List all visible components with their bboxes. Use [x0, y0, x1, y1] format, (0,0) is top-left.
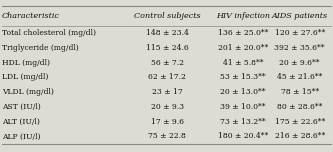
Text: 201 ± 20.0**: 201 ± 20.0**	[218, 44, 268, 52]
Text: HDL (mg/dl): HDL (mg/dl)	[2, 59, 50, 67]
Text: 136 ± 25.0**: 136 ± 25.0**	[218, 29, 268, 37]
Text: 45 ± 21.6**: 45 ± 21.6**	[277, 73, 322, 81]
Text: 120 ± 27.6**: 120 ± 27.6**	[275, 29, 325, 37]
Text: 115 ± 24.6: 115 ± 24.6	[146, 44, 189, 52]
Text: 41 ± 5.8**: 41 ± 5.8**	[223, 59, 263, 67]
Text: 53 ± 15.3**: 53 ± 15.3**	[220, 73, 266, 81]
Text: 73 ± 13.2**: 73 ± 13.2**	[220, 118, 266, 126]
Text: 392 ± 35.6**: 392 ± 35.6**	[274, 44, 325, 52]
Text: 78 ± 15**: 78 ± 15**	[281, 88, 319, 96]
Text: 80 ± 28.6**: 80 ± 28.6**	[277, 103, 322, 111]
Text: ALT (IU/l): ALT (IU/l)	[2, 118, 40, 126]
Text: 39 ± 10.0**: 39 ± 10.0**	[220, 103, 266, 111]
Text: Characteristic: Characteristic	[2, 12, 60, 20]
Text: Total cholesterol (mg/dl): Total cholesterol (mg/dl)	[2, 29, 96, 37]
Text: 175 ± 22.6**: 175 ± 22.6**	[275, 118, 325, 126]
Text: 20 ± 13.0**: 20 ± 13.0**	[220, 88, 266, 96]
Text: ALP (IU/l): ALP (IU/l)	[2, 132, 40, 140]
Text: 75 ± 22.8: 75 ± 22.8	[149, 132, 186, 140]
Text: 62 ± 17.2: 62 ± 17.2	[149, 73, 186, 81]
Text: 20 ± 9.3: 20 ± 9.3	[151, 103, 184, 111]
Text: 180 ± 20.4**: 180 ± 20.4**	[218, 132, 268, 140]
Text: Triglyceride (mg/dl): Triglyceride (mg/dl)	[2, 44, 78, 52]
Text: 148 ± 23.4: 148 ± 23.4	[146, 29, 189, 37]
Text: 56 ± 7.2: 56 ± 7.2	[151, 59, 184, 67]
Text: VLDL (mg/dl): VLDL (mg/dl)	[2, 88, 54, 96]
Text: 20 ± 9.6**: 20 ± 9.6**	[279, 59, 320, 67]
Text: LDL (mg/dl): LDL (mg/dl)	[2, 73, 48, 81]
Text: 216 ± 28.6**: 216 ± 28.6**	[275, 132, 325, 140]
Text: HIV infection: HIV infection	[216, 12, 270, 20]
Text: Control subjects: Control subjects	[134, 12, 201, 20]
Text: AIDS patients: AIDS patients	[272, 12, 328, 20]
Text: 23 ± 17: 23 ± 17	[152, 88, 183, 96]
Text: AST (IU/l): AST (IU/l)	[2, 103, 40, 111]
Text: 17 ± 9.6: 17 ± 9.6	[151, 118, 184, 126]
